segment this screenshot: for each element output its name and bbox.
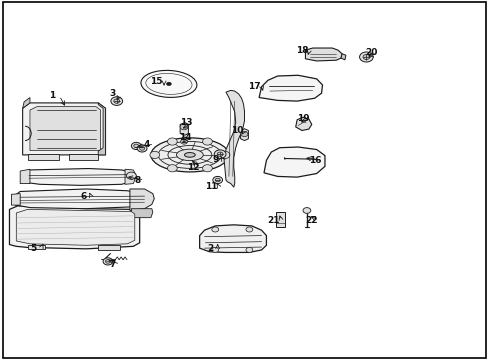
- Polygon shape: [25, 168, 136, 185]
- Circle shape: [134, 144, 139, 148]
- Circle shape: [362, 54, 369, 59]
- Circle shape: [303, 208, 310, 213]
- Polygon shape: [69, 154, 98, 160]
- Text: 7: 7: [109, 260, 116, 269]
- Polygon shape: [131, 209, 153, 218]
- Text: 6: 6: [81, 192, 86, 201]
- Polygon shape: [180, 123, 188, 135]
- Circle shape: [359, 52, 372, 62]
- Text: 1: 1: [49, 91, 55, 100]
- Polygon shape: [130, 189, 154, 211]
- Circle shape: [114, 99, 120, 103]
- Text: 19: 19: [296, 114, 309, 123]
- Polygon shape: [22, 103, 105, 155]
- Polygon shape: [305, 48, 341, 61]
- Circle shape: [103, 258, 113, 265]
- Polygon shape: [180, 137, 188, 148]
- Text: 15: 15: [150, 77, 163, 86]
- Polygon shape: [15, 189, 148, 209]
- Polygon shape: [224, 90, 244, 187]
- Circle shape: [105, 260, 110, 263]
- Circle shape: [211, 227, 218, 232]
- Circle shape: [202, 138, 212, 145]
- Text: 14: 14: [178, 133, 191, 142]
- Text: 17: 17: [247, 82, 260, 91]
- Text: 11: 11: [204, 182, 217, 191]
- Circle shape: [245, 247, 252, 252]
- Ellipse shape: [151, 138, 228, 172]
- Text: 4: 4: [143, 140, 150, 149]
- Circle shape: [150, 151, 159, 158]
- Bar: [276, 212, 285, 227]
- Text: 18: 18: [295, 46, 307, 55]
- Polygon shape: [259, 75, 322, 101]
- Polygon shape: [295, 117, 311, 131]
- Polygon shape: [264, 147, 325, 177]
- Ellipse shape: [176, 149, 203, 161]
- Text: 5: 5: [31, 244, 37, 253]
- Circle shape: [180, 124, 187, 130]
- Circle shape: [140, 147, 144, 150]
- Polygon shape: [199, 225, 266, 252]
- Polygon shape: [30, 107, 101, 150]
- Text: 22: 22: [305, 216, 317, 225]
- Circle shape: [131, 142, 141, 149]
- Text: 12: 12: [187, 163, 199, 172]
- Polygon shape: [22, 98, 30, 108]
- Polygon shape: [16, 210, 135, 245]
- Polygon shape: [340, 54, 345, 60]
- Text: 8: 8: [134, 176, 140, 185]
- Polygon shape: [240, 129, 248, 140]
- Circle shape: [111, 97, 122, 105]
- Ellipse shape: [141, 70, 197, 98]
- Circle shape: [166, 82, 171, 86]
- Text: 3: 3: [109, 89, 116, 98]
- Circle shape: [211, 247, 218, 252]
- Circle shape: [167, 138, 177, 145]
- Circle shape: [220, 151, 229, 158]
- Text: 10: 10: [230, 126, 243, 135]
- Text: 13: 13: [180, 118, 192, 127]
- Circle shape: [180, 139, 187, 144]
- Text: 9: 9: [212, 155, 218, 164]
- Polygon shape: [27, 154, 59, 160]
- Ellipse shape: [184, 153, 195, 157]
- Polygon shape: [125, 169, 136, 184]
- Circle shape: [214, 150, 225, 158]
- Polygon shape: [98, 245, 120, 250]
- Polygon shape: [98, 103, 105, 155]
- Text: 20: 20: [365, 48, 377, 57]
- Polygon shape: [20, 169, 30, 184]
- Circle shape: [167, 165, 177, 172]
- Circle shape: [212, 176, 222, 184]
- Polygon shape: [11, 194, 20, 205]
- Circle shape: [241, 132, 247, 136]
- Circle shape: [126, 172, 136, 179]
- Polygon shape: [27, 244, 44, 249]
- Polygon shape: [9, 206, 140, 249]
- Circle shape: [217, 152, 223, 156]
- Circle shape: [137, 145, 147, 152]
- Circle shape: [215, 178, 220, 182]
- Circle shape: [202, 165, 212, 172]
- Text: 21: 21: [267, 216, 280, 225]
- Circle shape: [245, 227, 252, 232]
- Text: 2: 2: [207, 244, 213, 253]
- Text: 16: 16: [308, 156, 321, 165]
